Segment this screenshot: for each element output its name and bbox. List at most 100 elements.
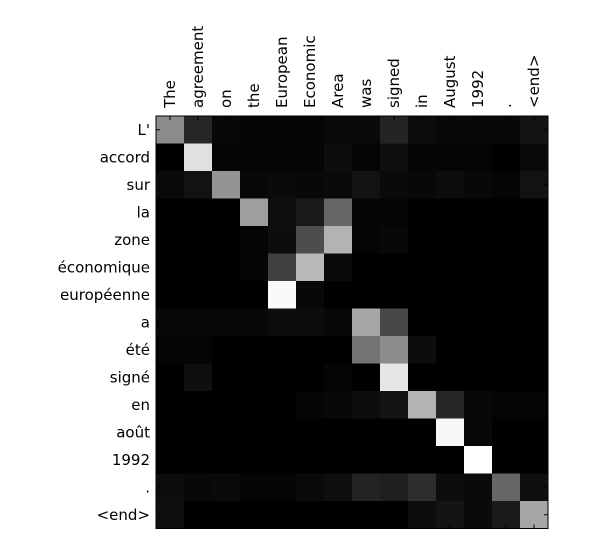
heatmap-cell-r14-c8 — [380, 501, 409, 529]
heatmap-cell-r3-c12 — [492, 198, 521, 227]
y-tick-label: européenne — [60, 286, 150, 304]
heatmap-cell-r11-c9 — [408, 418, 437, 447]
heatmap-cell-r0-c9 — [408, 116, 437, 144]
heatmap-cell-r11-c7 — [352, 418, 381, 447]
heatmap-cell-r2-c4 — [268, 171, 297, 199]
heatmap-cell-r9-c11 — [464, 363, 493, 392]
heatmap-cell-r8-c7 — [352, 336, 381, 364]
heatmap-cell-r1-c9 — [408, 143, 437, 172]
y-tick-label: été — [126, 341, 150, 359]
y-tick-label: économique — [58, 258, 150, 276]
heatmap-cell-r5-c13 — [520, 253, 549, 282]
x-tick-label: Area — [329, 73, 347, 108]
heatmap-cell-r12-c0 — [156, 446, 185, 474]
heatmap-cell-r1-c0 — [156, 143, 185, 172]
heatmap-cell-r0-c12 — [492, 116, 521, 144]
heatmap-cell-r5-c8 — [380, 253, 409, 282]
heatmap-cell-r10-c11 — [464, 391, 493, 419]
heatmap-cell-r14-c11 — [464, 501, 493, 529]
y-tick-label: L' — [138, 121, 150, 139]
heatmap-cell-r10-c2 — [212, 391, 241, 419]
heatmap-cell-r6-c7 — [352, 281, 381, 309]
heatmap-cell-r10-c12 — [492, 391, 521, 419]
x-tick-label: agreement — [189, 26, 207, 108]
heatmap-cell-r5-c2 — [212, 253, 241, 282]
heatmap-cell-r4-c4 — [268, 226, 297, 254]
heatmap-cell-r9-c6 — [324, 363, 353, 392]
heatmap-cell-r5-c12 — [492, 253, 521, 282]
heatmap-cell-r2-c8 — [380, 171, 409, 199]
heatmap-cell-r3-c8 — [380, 198, 409, 227]
heatmap-cell-r8-c8 — [380, 336, 409, 364]
heatmap-cell-r14-c4 — [268, 501, 297, 529]
heatmap-cell-r7-c3 — [240, 308, 269, 337]
heatmap-cell-r6-c13 — [520, 281, 549, 309]
y-tick-label: accord — [100, 148, 150, 166]
heatmap-cell-r12-c3 — [240, 446, 269, 474]
heatmap-cell-r8-c6 — [324, 336, 353, 364]
heatmap-cell-r14-c1 — [184, 501, 213, 529]
heatmap-cell-r0-c2 — [212, 116, 241, 144]
heatmap-cell-r10-c9 — [408, 391, 437, 419]
heatmap-cell-r5-c7 — [352, 253, 381, 282]
heatmap-cell-r13-c7 — [352, 473, 381, 502]
heatmap-cell-r1-c4 — [268, 143, 297, 172]
heatmap-cell-r1-c8 — [380, 143, 409, 172]
heatmap-cell-r7-c2 — [212, 308, 241, 337]
heatmap-cell-r4-c10 — [436, 226, 465, 254]
heatmap-cell-r5-c1 — [184, 253, 213, 282]
heatmap-cell-r14-c6 — [324, 501, 353, 529]
heatmap-cell-r9-c13 — [520, 363, 549, 392]
heatmap-cell-r3-c4 — [268, 198, 297, 227]
heatmap-cell-r7-c11 — [464, 308, 493, 337]
heatmap-cell-r1-c13 — [520, 143, 549, 172]
heatmap-cell-r7-c7 — [352, 308, 381, 337]
heatmap-cell-r12-c12 — [492, 446, 521, 474]
heatmap-cell-r11-c8 — [380, 418, 409, 447]
heatmap-cell-r3-c2 — [212, 198, 241, 227]
y-tick-label: a — [141, 313, 150, 331]
x-tick-label: August — [441, 55, 459, 108]
heatmap-cell-r5-c6 — [324, 253, 353, 282]
heatmap-cell-r13-c13 — [520, 473, 549, 502]
heatmap-cell-r6-c3 — [240, 281, 269, 309]
heatmap-cell-r1-c10 — [436, 143, 465, 172]
heatmap-cell-r0-c4 — [268, 116, 297, 144]
heatmap-cell-r11-c10 — [436, 418, 465, 447]
heatmap-cell-r4-c11 — [464, 226, 493, 254]
x-tick-label: in — [413, 94, 431, 108]
heatmap-cell-r1-c11 — [464, 143, 493, 172]
heatmap-cell-r7-c5 — [296, 308, 325, 337]
heatmap-cell-r11-c5 — [296, 418, 325, 447]
x-tick-label: the — [245, 83, 263, 108]
heatmap-cell-r3-c3 — [240, 198, 269, 227]
heatmap-cell-r12-c8 — [380, 446, 409, 474]
heatmap-cell-r2-c1 — [184, 171, 213, 199]
x-tick-label: on — [217, 89, 235, 108]
heatmap-cell-r14-c0 — [156, 501, 185, 529]
heatmap-cell-r4-c2 — [212, 226, 241, 254]
heatmap-cell-r9-c7 — [352, 363, 381, 392]
heatmap-cell-r10-c5 — [296, 391, 325, 419]
heatmap-cell-r6-c12 — [492, 281, 521, 309]
heatmap-cell-r0-c11 — [464, 116, 493, 144]
heatmap-cell-r7-c1 — [184, 308, 213, 337]
heatmap-cell-r14-c9 — [408, 501, 437, 529]
x-tick-label: <end> — [525, 55, 543, 108]
heatmap-cell-r8-c11 — [464, 336, 493, 364]
heatmap-cell-r11-c1 — [184, 418, 213, 447]
x-tick-label: European — [273, 37, 291, 108]
heatmap-cell-r9-c1 — [184, 363, 213, 392]
heatmap-cell-r4-c12 — [492, 226, 521, 254]
y-axis-labels: L' accord sur la zone économique européenne a ét… — [58, 121, 151, 524]
heatmap-cell-r8-c3 — [240, 336, 269, 364]
heatmap-cell-r11-c4 — [268, 418, 297, 447]
heatmap-cell-r3-c13 — [520, 198, 549, 227]
heatmap-cell-r14-c5 — [296, 501, 325, 529]
heatmap-cell-r13-c8 — [380, 473, 409, 502]
heatmap-cell-r3-c9 — [408, 198, 437, 227]
heatmap-cell-r7-c4 — [268, 308, 297, 337]
heatmap-cell-r6-c0 — [156, 281, 185, 309]
heatmap-cell-r3-c5 — [296, 198, 325, 227]
heatmap-cell-r0-c6 — [324, 116, 353, 144]
